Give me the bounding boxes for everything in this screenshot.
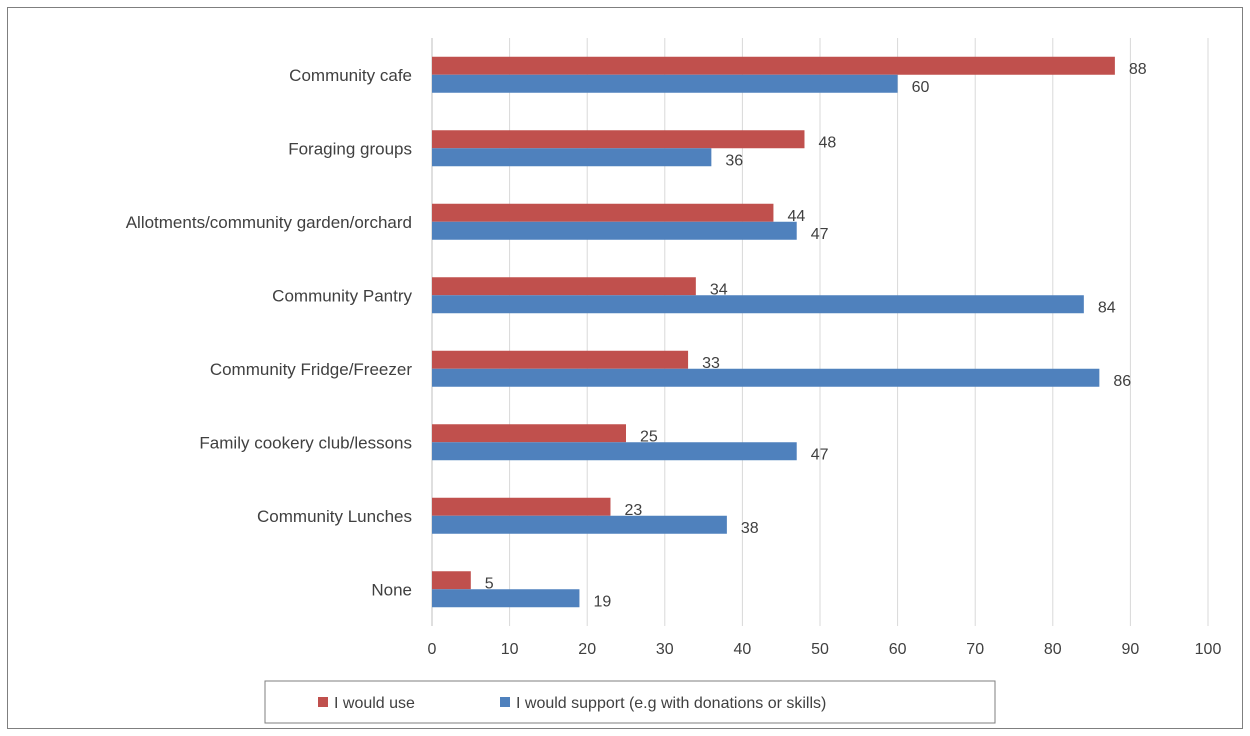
x-tick-label: 90 [1122, 641, 1140, 658]
legend-label: I would use [334, 695, 415, 712]
category-label: None [371, 580, 412, 599]
category-label: Community Lunches [257, 507, 412, 526]
legend-label: I would support (e.g with donations or s… [516, 695, 826, 712]
data-label: 86 [1113, 373, 1131, 390]
bar [432, 295, 1084, 314]
x-tick-label: 70 [966, 641, 984, 658]
bar [432, 148, 712, 167]
x-tick-label: 20 [578, 641, 596, 658]
x-tick-label: 10 [501, 641, 519, 658]
bar [432, 497, 611, 516]
bar [432, 424, 626, 443]
category-label: Family cookery club/lessons [199, 433, 412, 452]
x-tick-label: 100 [1195, 641, 1222, 658]
x-tick-label: 40 [734, 641, 752, 658]
data-label: 44 [787, 208, 805, 225]
data-label: 33 [702, 355, 720, 372]
bar [432, 221, 797, 240]
x-tick-label: 80 [1044, 641, 1062, 658]
bar [432, 350, 689, 369]
bar [432, 74, 898, 93]
bar [432, 515, 727, 534]
bar [432, 571, 471, 590]
data-label: 19 [593, 593, 611, 610]
data-label: 36 [725, 152, 743, 169]
data-label: 25 [640, 428, 658, 445]
category-label: Allotments/community garden/orchard [126, 213, 412, 232]
category-label: Community Pantry [272, 286, 412, 305]
category-label: Foraging groups [288, 139, 412, 158]
data-label: 38 [741, 520, 759, 537]
legend-swatch [318, 697, 328, 707]
bar [432, 589, 580, 608]
bar [432, 277, 696, 296]
data-label: 23 [624, 502, 642, 519]
data-label: 5 [485, 575, 494, 592]
legend-box [264, 680, 996, 724]
bar [432, 56, 1115, 75]
data-label: 60 [912, 79, 930, 96]
legend-swatch [500, 697, 510, 707]
data-label: 88 [1129, 61, 1147, 78]
category-label: Community Fridge/Freezer [210, 360, 413, 379]
bar [432, 203, 774, 222]
x-tick-label: 0 [428, 641, 437, 658]
data-label: 48 [818, 134, 836, 151]
bar [432, 368, 1100, 387]
data-label: 84 [1098, 299, 1116, 316]
data-label: 34 [710, 281, 728, 298]
x-tick-label: 30 [656, 641, 674, 658]
data-label: 47 [811, 226, 829, 243]
category-label: Community cafe [289, 66, 412, 85]
x-tick-label: 60 [889, 641, 907, 658]
x-tick-label: 50 [811, 641, 829, 658]
data-label: 47 [811, 446, 829, 463]
bar [432, 130, 805, 149]
bar [432, 442, 797, 461]
